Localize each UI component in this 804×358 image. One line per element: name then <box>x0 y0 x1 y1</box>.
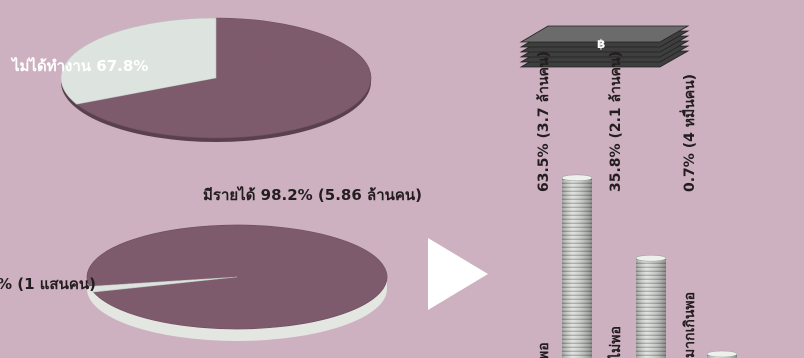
pie-label-no-income: % (1 แสนคน) <box>0 275 96 293</box>
bar-data-label: 63.5% (3.7 ล้านคน) <box>536 51 552 192</box>
bar-data-label: 0.7% (4 หมื่นคน) <box>679 74 698 192</box>
play-arrow-icon <box>428 238 488 310</box>
bar-chart-sufficiency: 63.5% (3.7 ล้านคน) พอ 35.8% (2.1 ล้านคน) ไม… <box>536 51 738 358</box>
pie-income: มีรายได้ 98.2% (5.86 ล้านคน) % (1 แสนคน) <box>0 185 422 341</box>
bar-category-label: พอ <box>536 342 552 358</box>
bar-top <box>706 350 738 358</box>
pie-label-working: ทำงาน 32.2% <box>232 46 334 64</box>
bar-data-label: 35.8% (2.1 ล้านคน) <box>608 51 624 192</box>
bar-top <box>635 254 667 262</box>
banknote-stack-icon: ฿ <box>519 25 690 68</box>
bar-shade <box>636 258 666 358</box>
pie-employment: ไม่ได้ทำงาน 67.8% ทำงาน 32.2% <box>10 17 372 142</box>
pie-slice-working <box>60 17 217 105</box>
pie-label-has-income: มีรายได้ 98.2% (5.86 ล้านคน) <box>203 185 422 204</box>
banknote <box>519 25 690 43</box>
bar-category-label: ไม่พอ <box>606 326 624 358</box>
pie-slice-not-working <box>75 17 372 139</box>
bar-shade <box>562 177 592 358</box>
pie-slice-no-income <box>88 276 238 293</box>
bar-category-label: มากเกินพอ <box>682 292 698 358</box>
pie-slice-has-income <box>86 224 388 330</box>
pie-label-not-working: ไม่ได้ทำงาน 67.8% <box>10 56 148 75</box>
bar-top <box>561 174 593 182</box>
baht-symbol: ฿ <box>597 37 605 51</box>
